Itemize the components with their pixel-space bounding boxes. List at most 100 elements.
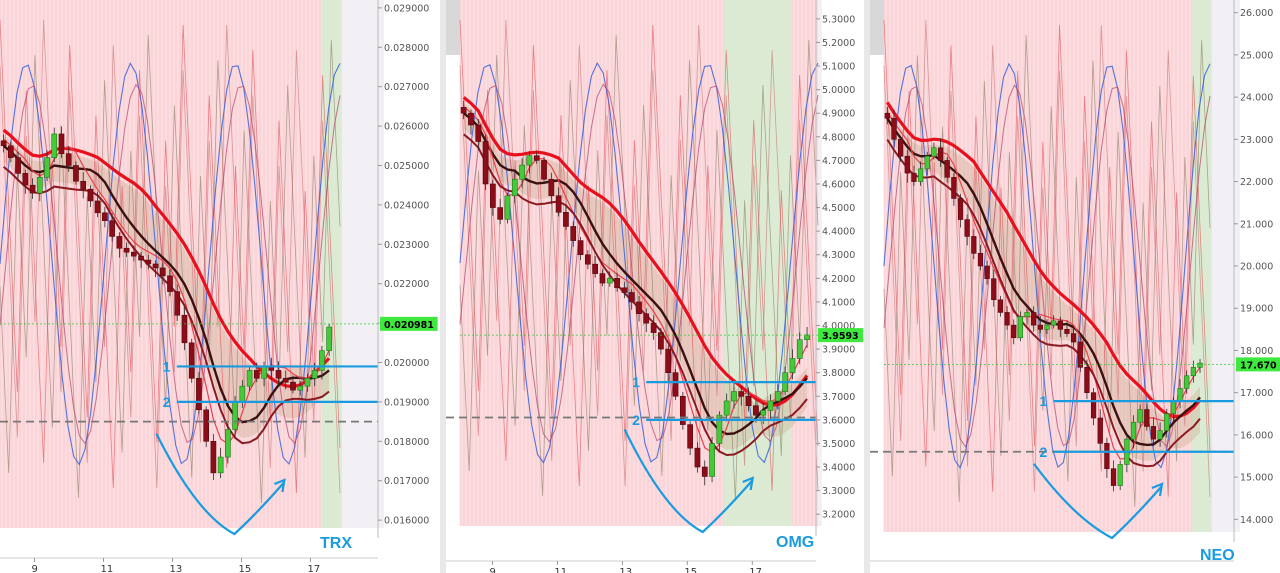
- chart-panel-neo: 1 2 26.000 25.000 24.000 23.000 22.000 21.000 20…: [870, 0, 1280, 573]
- y-tick-label: 5.0000: [822, 85, 855, 96]
- stochastic-d-line: [883, 84, 1211, 448]
- candle-bullish: [511, 178, 518, 197]
- candle-bullish: [760, 410, 767, 416]
- candle-bearish: [87, 188, 94, 202]
- candle-bearish: [475, 124, 482, 142]
- candle-bearish: [1004, 312, 1010, 326]
- candle-bearish: [658, 332, 664, 350]
- y-tick-label: 20.000: [1240, 262, 1273, 273]
- candle-bullish: [246, 370, 253, 387]
- candle-bearish: [548, 178, 555, 197]
- ma-slow-line: [885, 101, 1202, 419]
- candle-bearish: [8, 145, 14, 158]
- candle-bearish: [650, 322, 657, 333]
- x-tick-label: 17: [307, 564, 320, 573]
- candle-bullish: [709, 443, 715, 477]
- candle-bearish: [152, 263, 159, 269]
- candle-bearish: [738, 391, 745, 397]
- last-price-tag: [380, 316, 438, 331]
- candle-bearish: [971, 236, 977, 254]
- candle-bearish: [1144, 409, 1150, 427]
- annotation-label: 1: [1040, 393, 1048, 409]
- candle-bearish: [80, 180, 87, 190]
- candle-bullish: [796, 339, 803, 359]
- candle-bearish: [957, 198, 964, 220]
- y-tick-label: 18.000: [1240, 346, 1273, 357]
- candle-bullish: [1130, 421, 1137, 440]
- candle-bullish: [239, 385, 246, 403]
- candle-bullish: [232, 401, 238, 430]
- candle-bearish: [123, 247, 130, 253]
- candle-bearish: [174, 291, 181, 316]
- candle-bullish: [1164, 413, 1170, 431]
- x-tick-label: 13: [619, 567, 632, 573]
- y-axis-ticks: 5.3000 5.2000 5.1000 5.0000 4.9000 4.8000 4.70…: [816, 14, 855, 521]
- ma-slow-line: [462, 96, 809, 407]
- candle-bearish: [159, 267, 166, 277]
- y-tick-label: 3.5000: [822, 439, 855, 450]
- candle-bullish: [311, 370, 318, 379]
- candle-bearish: [937, 147, 944, 161]
- oscillator-line: [459, 19, 819, 492]
- annotation-label: 2: [163, 394, 171, 410]
- chart-omg: 1 2 5.3000 5.2000 5.1000 5.0000 4.9000 4.8000 4.…: [446, 0, 864, 573]
- candle-bearish: [745, 395, 752, 407]
- candle-bearish: [665, 348, 672, 373]
- y-tick-label: 0.018000: [384, 437, 429, 448]
- candle-bullish: [1051, 320, 1057, 326]
- y-axis-ticks: 26.000 25.000 24.000 23.000 22.000 21.000 20.0…: [1234, 8, 1273, 526]
- candle-bullish: [924, 155, 930, 170]
- y-tick-label: 4.2000: [822, 274, 855, 285]
- candle-bullish: [1157, 430, 1163, 440]
- y-tick-label: 0.025000: [384, 161, 429, 172]
- oscillator-line: [0, 19, 341, 493]
- x-tick-label: 17: [749, 567, 762, 573]
- last-price-tag: [1236, 357, 1280, 372]
- candle-bullish: [723, 400, 730, 416]
- candle-bullish: [44, 157, 50, 178]
- oscillator-line: [459, 19, 819, 492]
- y-tick-label: 5.2000: [822, 38, 855, 49]
- arrow-head-icon: [742, 476, 755, 491]
- candle-bearish: [188, 342, 195, 379]
- candle-bearish: [58, 133, 65, 154]
- candle-bearish: [628, 292, 635, 303]
- candle-bullish: [731, 391, 737, 402]
- candle-bearish: [145, 259, 152, 265]
- oscillator-line: [459, 34, 819, 502]
- candle-bearish: [196, 377, 202, 411]
- ma-slow-line: [2, 128, 331, 389]
- stochastic-k-line: [0, 62, 341, 466]
- candle-bearish: [460, 107, 467, 114]
- candle-bullish: [774, 391, 781, 402]
- x-tick-label: 13: [169, 564, 182, 573]
- candle-bearish: [951, 177, 957, 199]
- candle-bearish: [1084, 367, 1090, 393]
- candle-bearish: [984, 265, 990, 279]
- candle-bearish: [1150, 426, 1157, 440]
- y-tick-label: 0.027000: [384, 82, 429, 93]
- candle-bearish: [130, 251, 137, 257]
- candle-bearish: [22, 173, 29, 186]
- candle-bearish: [253, 370, 260, 379]
- candle-bullish: [804, 334, 810, 340]
- candle-bullish: [1190, 367, 1196, 377]
- chart-panel-omg: 1 2 5.3000 5.2000 5.1000 5.0000 4.9000 4.8000 4.…: [446, 0, 864, 573]
- candle-bearish: [167, 275, 173, 292]
- candle-bearish: [944, 160, 950, 178]
- y-tick-label: 25.000: [1240, 50, 1273, 61]
- arrow-head-icon: [1151, 482, 1164, 497]
- candles: [460, 100, 810, 486]
- chart-trx: 1 2 0.029000 0.028000 0.027000 0.026000 0.0250…: [0, 0, 440, 573]
- candle-bearish: [898, 139, 904, 157]
- y-tick-label: 3.4000: [822, 463, 855, 474]
- y-tick-label: 4.9000: [822, 109, 855, 120]
- candle-bullish: [1177, 388, 1183, 402]
- y-tick-label: 23.000: [1240, 135, 1273, 146]
- candle-bearish: [138, 255, 144, 261]
- candle-bearish: [290, 381, 296, 391]
- candle-bullish: [1024, 312, 1030, 317]
- y-tick-label: 4.6000: [822, 179, 855, 190]
- candle-bullish: [789, 358, 796, 373]
- ma-lower-line: [2, 166, 330, 445]
